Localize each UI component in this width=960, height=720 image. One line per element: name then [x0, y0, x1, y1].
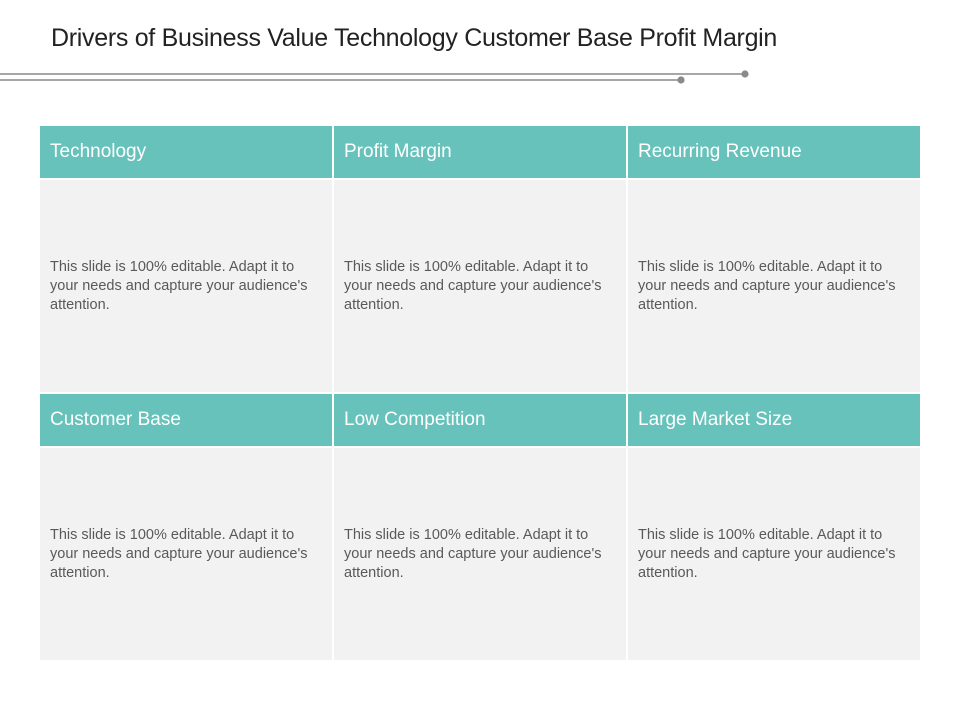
driver-card-technology: Technology This slide is 100% editable. …	[40, 126, 332, 392]
card-header: Customer Base	[40, 394, 332, 446]
card-header: Profit Margin	[334, 126, 626, 178]
card-body-text: This slide is 100% editable. Adapt it to…	[344, 526, 602, 581]
driver-card-customer-base: Customer Base This slide is 100% editabl…	[40, 392, 332, 660]
card-body-text: This slide is 100% editable. Adapt it to…	[344, 258, 602, 313]
card-header: Recurring Revenue	[628, 126, 920, 178]
card-body-text: This slide is 100% editable. Adapt it to…	[638, 526, 896, 581]
drivers-grid: Technology This slide is 100% editable. …	[40, 126, 920, 660]
card-header: Low Competition	[334, 394, 626, 446]
slide-title: Drivers of Business Value Technology Cus…	[51, 24, 778, 52]
driver-card-recurring-revenue: Recurring Revenue This slide is 100% edi…	[628, 126, 920, 392]
title-underline-decoration	[0, 70, 749, 84]
card-body-text: This slide is 100% editable. Adapt it to…	[50, 526, 308, 581]
driver-card-profit-margin: Profit Margin This slide is 100% editabl…	[334, 126, 626, 392]
card-body: This slide is 100% editable. Adapt it to…	[40, 180, 332, 392]
card-body: This slide is 100% editable. Adapt it to…	[334, 448, 626, 660]
card-body: This slide is 100% editable. Adapt it to…	[40, 448, 332, 660]
driver-card-low-competition: Low Competition This slide is 100% edita…	[334, 392, 626, 660]
card-body: This slide is 100% editable. Adapt it to…	[628, 448, 920, 660]
driver-card-large-market-size: Large Market Size This slide is 100% edi…	[628, 392, 920, 660]
card-body: This slide is 100% editable. Adapt it to…	[628, 180, 920, 392]
card-body-text: This slide is 100% editable. Adapt it to…	[638, 258, 896, 313]
card-body-text: This slide is 100% editable. Adapt it to…	[50, 258, 308, 313]
card-body: This slide is 100% editable. Adapt it to…	[334, 180, 626, 392]
card-header: Technology	[40, 126, 332, 178]
card-header: Large Market Size	[628, 394, 920, 446]
